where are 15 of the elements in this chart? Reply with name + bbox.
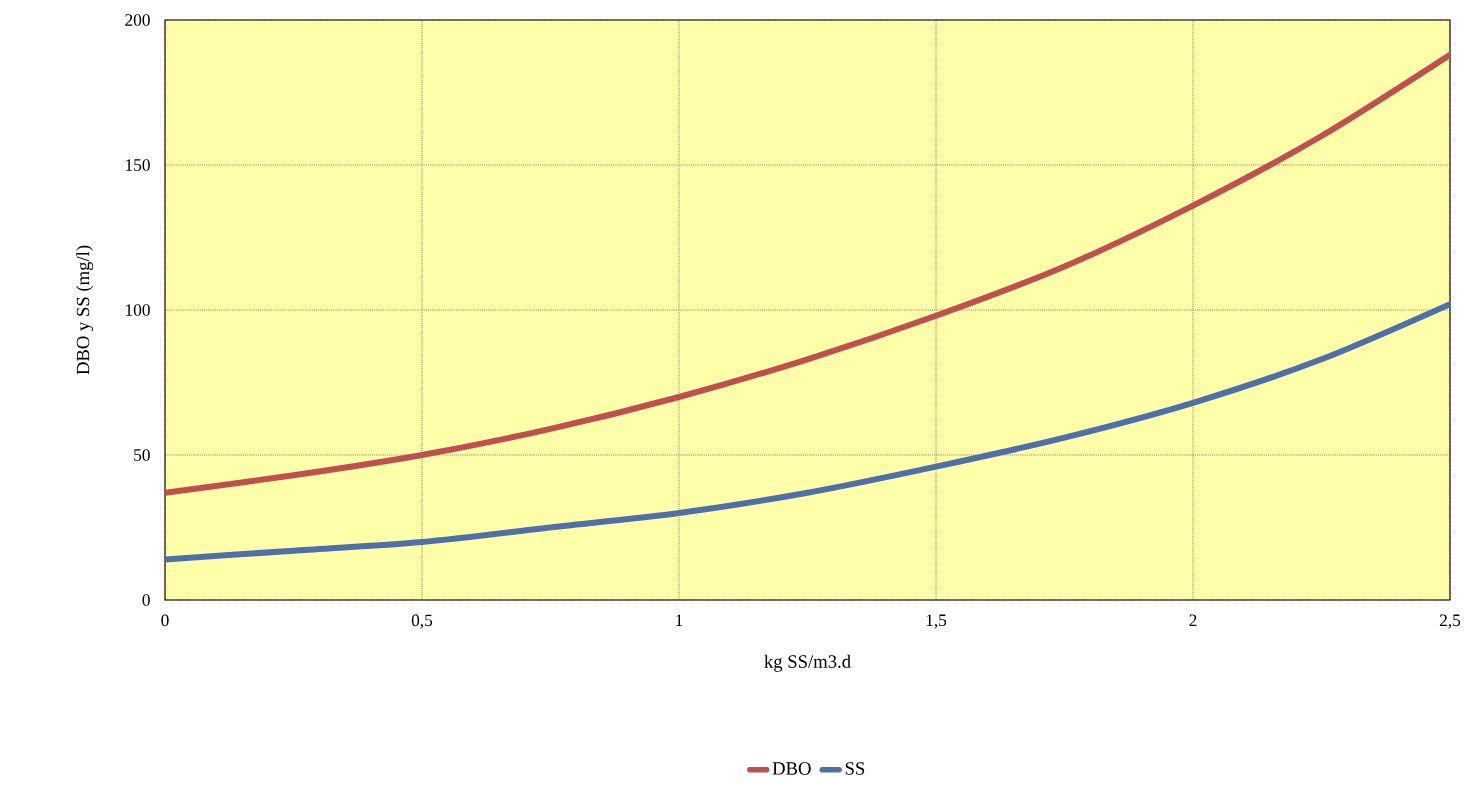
- x-tick-label: 2: [1189, 614, 1197, 626]
- y-axis-title: DBO y SS (mg/l): [76, 245, 94, 375]
- x-axis-title: kg SS/m3.d: [764, 654, 851, 672]
- x-tick-label: 1: [676, 614, 683, 626]
- x-tick-label: 0: [161, 614, 169, 627]
- y-tick-label: 200: [125, 14, 150, 26]
- legend-label: SS: [845, 762, 865, 775]
- x-tick-label: 2,5: [1439, 614, 1461, 629]
- y-tick-label: 0: [142, 594, 150, 606]
- y-tick-label: 150: [126, 159, 150, 171]
- y-tick-label: 100: [126, 304, 150, 316]
- x-tick-label: 0,5: [411, 614, 433, 629]
- x-tick-label: 1,5: [926, 614, 947, 629]
- legend-label: DBO: [772, 762, 811, 775]
- y-tick-label: 50: [134, 449, 150, 461]
